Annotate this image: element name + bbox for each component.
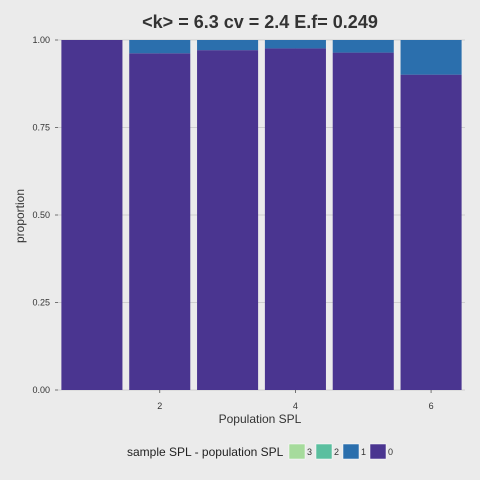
bar-segment-1 [332, 40, 394, 53]
legend-key-0 [369, 443, 387, 460]
y-tick-label: 0.50 [32, 210, 50, 220]
bar-segment-0 [332, 52, 394, 390]
legend-label: 1 [361, 447, 366, 457]
plot-area: 0.00 0.25 0.50 0.75 1.00 2 4 6 [32, 35, 465, 411]
legend-label: 3 [307, 447, 312, 457]
x-tick-label: 6 [429, 401, 434, 411]
legend-label: 2 [334, 447, 339, 457]
x-tick-label: 4 [293, 401, 298, 411]
legend: sample SPL - population SPL 3 2 1 0 [127, 443, 393, 460]
x-axis: 2 4 6 [157, 390, 434, 411]
bar-segment-1 [264, 40, 326, 49]
y-axis: 0.00 0.25 0.50 0.75 1.00 [32, 35, 58, 395]
bar-segment-0 [400, 74, 462, 391]
legend-label: 0 [388, 447, 393, 457]
bar-segment-1 [197, 40, 259, 51]
legend-items: 3 2 1 0 [288, 443, 393, 460]
y-tick-label: 0.00 [32, 385, 50, 395]
legend-key-2 [315, 443, 333, 460]
chart-title: <k> = 6.3 cv = 2.4 E.f= 0.249 [142, 12, 378, 32]
bar-segment-1 [400, 40, 462, 75]
legend-key-1 [342, 443, 360, 460]
y-axis-title: proportion [13, 189, 27, 243]
bar-segment-0 [129, 53, 191, 391]
bar-segment-1 [129, 40, 191, 54]
y-tick-label: 0.25 [32, 298, 50, 308]
bar-segment-0 [61, 40, 123, 390]
y-tick-label: 0.75 [32, 123, 50, 133]
bar-layer [61, 40, 462, 391]
legend-title: sample SPL - population SPL [127, 445, 284, 459]
x-axis-title: Population SPL [219, 412, 302, 426]
bar-segment-0 [197, 50, 259, 391]
x-tick-label: 2 [157, 401, 162, 411]
legend-key-3 [288, 443, 306, 460]
bar-segment-0 [264, 48, 326, 391]
y-tick-label: 1.00 [32, 35, 50, 45]
